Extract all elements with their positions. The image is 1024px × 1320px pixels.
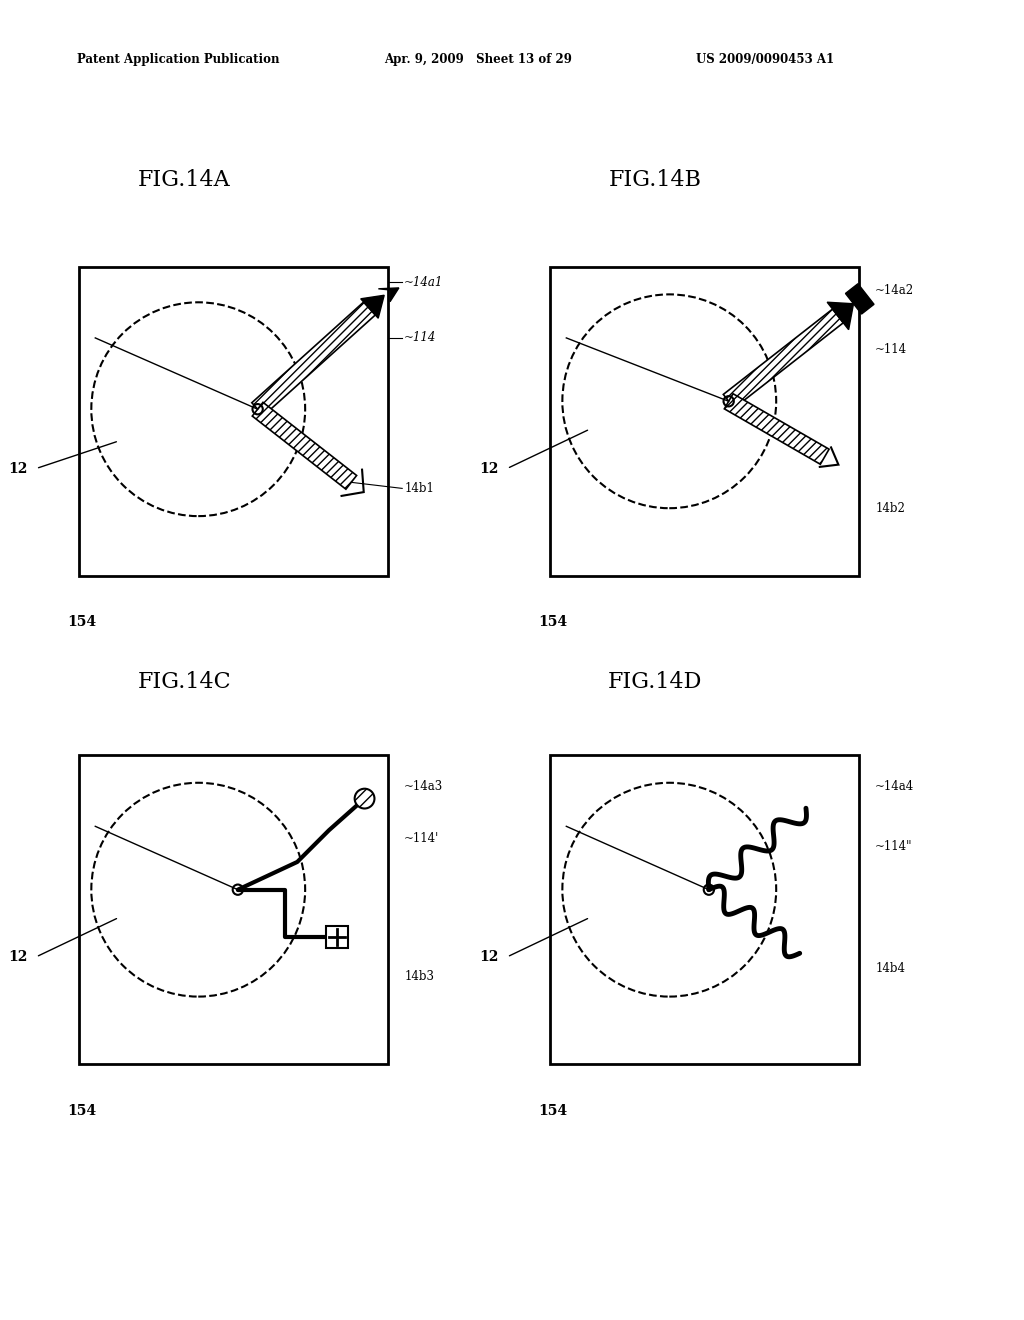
Text: 12: 12 bbox=[8, 462, 28, 475]
Text: 14b4: 14b4 bbox=[876, 962, 905, 975]
Polygon shape bbox=[252, 302, 376, 416]
Bar bbox=[551, 267, 859, 576]
Text: 154: 154 bbox=[68, 1104, 96, 1118]
Text: 12: 12 bbox=[479, 462, 499, 475]
Polygon shape bbox=[827, 302, 853, 330]
Text: FIG.14B: FIG.14B bbox=[609, 169, 701, 191]
Text: ~114: ~114 bbox=[876, 343, 907, 356]
Polygon shape bbox=[723, 309, 843, 408]
Text: Apr. 9, 2009   Sheet 13 of 29: Apr. 9, 2009 Sheet 13 of 29 bbox=[384, 53, 571, 66]
Polygon shape bbox=[846, 284, 874, 314]
Text: FIG.14A: FIG.14A bbox=[138, 169, 230, 191]
Text: ~14a1: ~14a1 bbox=[404, 276, 443, 289]
Text: ~14a2: ~14a2 bbox=[876, 284, 914, 297]
Bar bbox=[80, 267, 388, 576]
Text: US 2009/0090453 A1: US 2009/0090453 A1 bbox=[696, 53, 835, 66]
Text: FIG.14C: FIG.14C bbox=[137, 671, 231, 693]
Text: FIG.14D: FIG.14D bbox=[608, 671, 702, 693]
Polygon shape bbox=[378, 288, 399, 302]
Text: ~114: ~114 bbox=[404, 331, 436, 345]
Text: 14b3: 14b3 bbox=[404, 970, 434, 983]
Text: ~114': ~114' bbox=[404, 832, 439, 845]
Text: 154: 154 bbox=[539, 615, 567, 630]
Bar bbox=[551, 755, 859, 1064]
Text: 14b2: 14b2 bbox=[876, 502, 905, 515]
Polygon shape bbox=[252, 403, 356, 490]
Bar bbox=[326, 927, 348, 948]
Polygon shape bbox=[360, 296, 384, 318]
Bar bbox=[80, 755, 388, 1064]
Text: 12: 12 bbox=[8, 950, 28, 964]
Text: Patent Application Publication: Patent Application Publication bbox=[77, 53, 280, 66]
Text: ~14a4: ~14a4 bbox=[876, 780, 914, 793]
Text: 154: 154 bbox=[68, 615, 96, 630]
Text: 154: 154 bbox=[539, 1104, 567, 1118]
Text: 12: 12 bbox=[479, 950, 499, 964]
Text: 14b1: 14b1 bbox=[404, 482, 434, 495]
Circle shape bbox=[354, 789, 375, 808]
Text: ~114": ~114" bbox=[876, 840, 912, 853]
Text: ~14a3: ~14a3 bbox=[404, 780, 443, 793]
Polygon shape bbox=[724, 393, 829, 465]
